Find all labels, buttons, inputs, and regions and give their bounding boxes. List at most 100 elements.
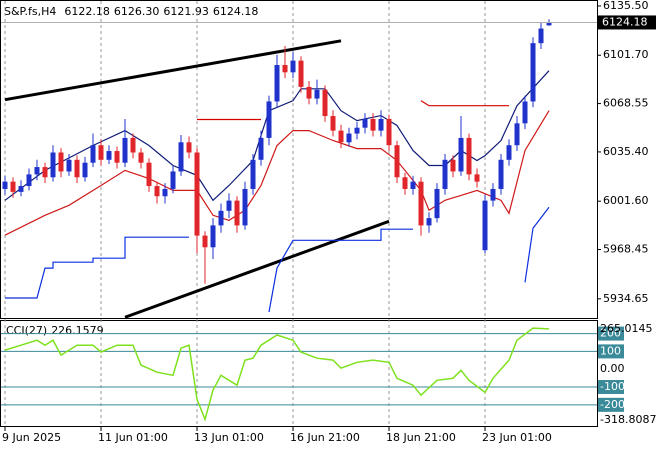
candle-body xyxy=(162,188,168,197)
candle-body xyxy=(234,200,240,226)
price-box xyxy=(598,15,656,30)
y-tick-label: 100 xyxy=(600,344,621,357)
candle-body xyxy=(98,145,104,160)
candle-body xyxy=(290,60,296,73)
y-tick-label: -200 xyxy=(600,398,625,411)
candle-body xyxy=(106,151,112,160)
candle-body xyxy=(146,162,152,187)
price-label: 6124.18 xyxy=(602,15,648,28)
x-tick-label: 16 Jun 21:00 xyxy=(290,431,360,444)
candle-body xyxy=(26,174,32,187)
y-tick-label: 5934.65 xyxy=(603,292,649,305)
indicator-line xyxy=(5,206,550,313)
candle-body xyxy=(122,137,128,163)
candle-body xyxy=(266,101,272,138)
level-box xyxy=(598,397,624,412)
low-label: 6121.93 xyxy=(163,5,209,18)
candle-body xyxy=(482,200,488,251)
x-tick-label: 18 Jun 21:00 xyxy=(386,431,456,444)
y-tick-label: 6035.40 xyxy=(603,145,649,158)
level-box xyxy=(598,344,624,359)
candle-body xyxy=(210,225,216,248)
candle-body xyxy=(90,145,96,163)
candle-body xyxy=(114,151,120,163)
cci-pane-frame xyxy=(0,320,598,427)
x-tick-label: 11 Jun 01:00 xyxy=(98,431,168,444)
candle-body xyxy=(170,171,176,189)
cci-line xyxy=(4,327,550,422)
candle-body xyxy=(74,159,80,178)
candle-body xyxy=(546,22,552,26)
candle-body xyxy=(178,142,184,172)
indicator-line xyxy=(197,100,509,121)
candle-body xyxy=(82,162,88,178)
level-box xyxy=(598,380,624,395)
main-pane-frame xyxy=(0,0,598,319)
candle-body xyxy=(66,159,72,172)
candle-body xyxy=(218,210,224,226)
level-box xyxy=(598,326,624,341)
y-tick-label: 200 xyxy=(600,327,621,340)
candle-body xyxy=(514,123,520,146)
candle-body xyxy=(250,159,256,189)
candle-body xyxy=(402,177,408,189)
header: S&P.fs,H4 6122.18 6126.30 6121.93 6124.18 xyxy=(4,5,258,18)
candle-body xyxy=(386,118,392,146)
candle-body xyxy=(394,145,400,178)
y-tick-label: 6068.55 xyxy=(603,97,649,110)
close-label: 6124.18 xyxy=(213,5,259,18)
candle-body xyxy=(274,65,280,102)
indicator-line xyxy=(4,110,550,236)
candle-body xyxy=(18,186,24,192)
candle-body xyxy=(410,181,416,189)
candle-body xyxy=(138,152,144,163)
candle-body xyxy=(194,152,200,236)
candle-body xyxy=(154,186,160,197)
candle-body xyxy=(50,152,56,178)
candle-body xyxy=(338,130,344,143)
trendline xyxy=(124,219,390,319)
y-tick-label: -100 xyxy=(600,380,625,393)
candle-body xyxy=(458,137,464,172)
candle-body xyxy=(330,116,336,131)
y-tick-label: 6135.50 xyxy=(603,0,649,12)
cci-header: CCI(27) 226.1579 xyxy=(6,324,104,337)
candle-body xyxy=(298,60,304,87)
candle-body xyxy=(354,127,360,134)
candle-body xyxy=(10,181,16,192)
x-tick-label: 9 Jun 2025 xyxy=(2,431,61,444)
y-tick-label: 6101.70 xyxy=(603,48,649,61)
candle-body xyxy=(258,137,264,160)
candle-body xyxy=(130,137,136,153)
candle-body xyxy=(306,86,312,99)
candle-body xyxy=(426,218,432,226)
candle-body xyxy=(282,65,288,73)
candle-body xyxy=(202,235,208,248)
candle-body xyxy=(378,118,384,131)
y-tick-label: 5968.45 xyxy=(603,243,649,256)
candle-body xyxy=(314,89,320,99)
candle-body xyxy=(58,152,64,172)
candle-body xyxy=(466,137,472,175)
candle-body xyxy=(322,89,328,117)
candle-body xyxy=(2,181,8,189)
candle-body xyxy=(442,159,448,189)
candle-body xyxy=(490,188,496,201)
candle-body xyxy=(226,200,232,211)
y-max-label: 265.0145 xyxy=(600,322,653,335)
cci-value: 226.1579 xyxy=(51,324,104,337)
candle-body xyxy=(370,118,376,131)
candle-body xyxy=(538,28,544,44)
high-label: 6126.30 xyxy=(114,5,160,18)
candle-body xyxy=(450,159,456,172)
candle-body xyxy=(362,118,368,128)
candle-body xyxy=(242,188,248,226)
cci-title: CCI(27) xyxy=(6,324,47,337)
x-tick-label: 13 Jun 01:00 xyxy=(194,431,264,444)
candle-body xyxy=(530,43,536,102)
candle-body xyxy=(434,188,440,219)
candle-body xyxy=(42,167,48,178)
